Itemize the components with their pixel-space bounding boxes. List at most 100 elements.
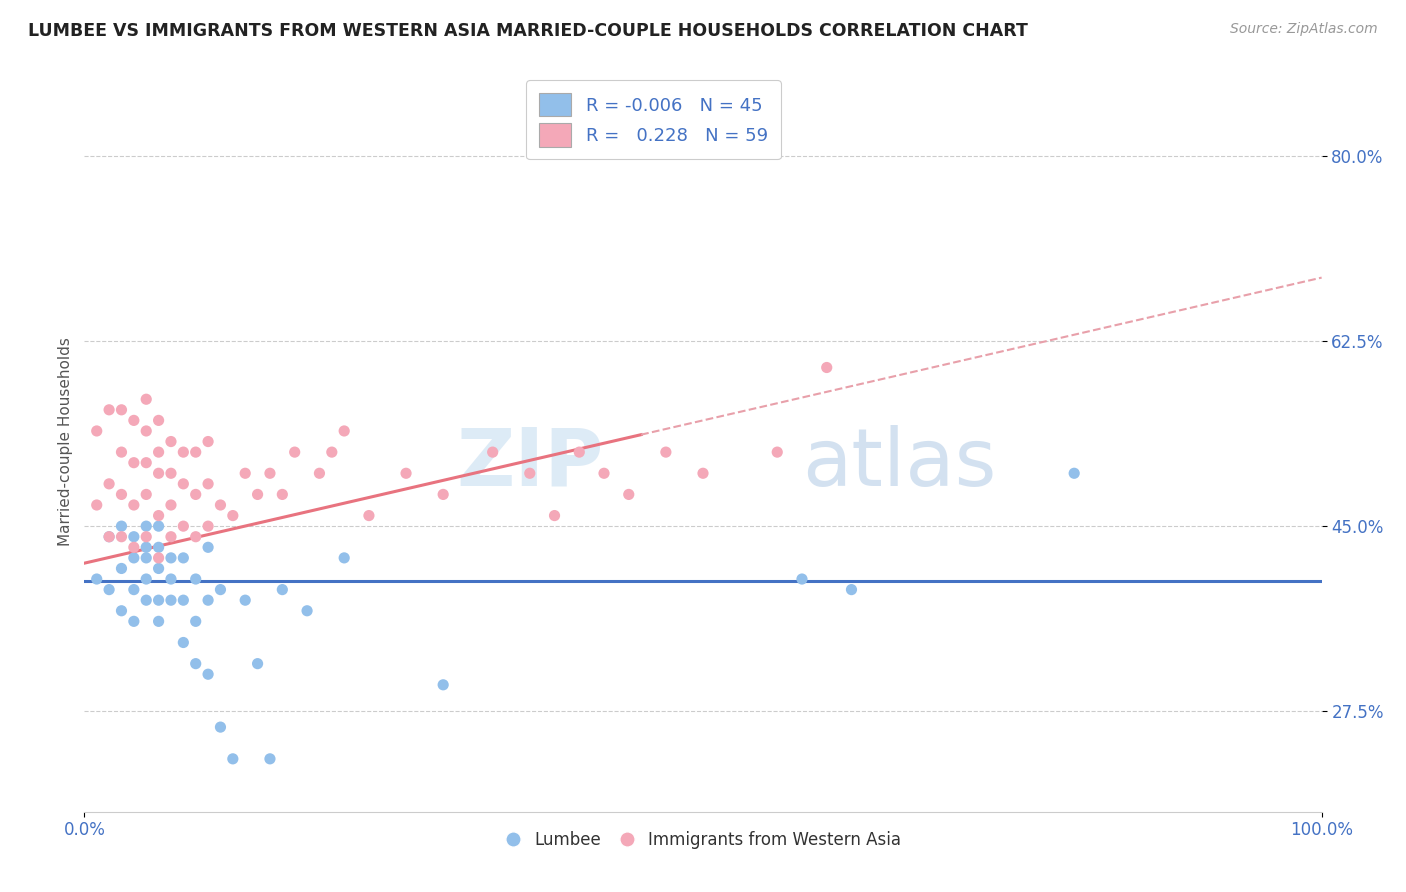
- Point: [122, 498, 145, 512]
- Point: [172, 593, 194, 607]
- Point: [543, 508, 565, 523]
- Point: [481, 445, 503, 459]
- Point: [148, 593, 170, 607]
- Point: [135, 541, 157, 555]
- Point: [148, 615, 170, 629]
- Point: [432, 678, 454, 692]
- Point: [98, 476, 121, 491]
- Point: [86, 424, 108, 438]
- Text: Source: ZipAtlas.com: Source: ZipAtlas.com: [1230, 22, 1378, 37]
- Point: [148, 550, 170, 565]
- Point: [197, 434, 219, 449]
- Point: [519, 467, 541, 481]
- Point: [246, 487, 269, 501]
- Point: [172, 445, 194, 459]
- Point: [110, 530, 132, 544]
- Point: [357, 508, 380, 523]
- Point: [184, 530, 207, 544]
- Point: [135, 572, 157, 586]
- Point: [160, 467, 183, 481]
- Point: [110, 561, 132, 575]
- Point: [333, 550, 356, 565]
- Point: [98, 582, 121, 597]
- Point: [197, 593, 219, 607]
- Point: [222, 752, 245, 766]
- Point: [110, 604, 132, 618]
- Point: [122, 615, 145, 629]
- Point: [172, 635, 194, 649]
- Point: [86, 498, 108, 512]
- Point: [135, 456, 157, 470]
- Point: [148, 508, 170, 523]
- Point: [86, 572, 108, 586]
- Point: [259, 752, 281, 766]
- Point: [395, 467, 418, 481]
- Point: [593, 467, 616, 481]
- Point: [160, 498, 183, 512]
- Point: [122, 550, 145, 565]
- Point: [184, 487, 207, 501]
- Point: [284, 445, 307, 459]
- Point: [148, 541, 170, 555]
- Point: [815, 360, 838, 375]
- Point: [135, 424, 157, 438]
- Point: [321, 445, 343, 459]
- Point: [271, 487, 294, 501]
- Point: [122, 582, 145, 597]
- Point: [197, 476, 219, 491]
- Point: [209, 498, 232, 512]
- Text: LUMBEE VS IMMIGRANTS FROM WESTERN ASIA MARRIED-COUPLE HOUSEHOLDS CORRELATION CHA: LUMBEE VS IMMIGRANTS FROM WESTERN ASIA M…: [28, 22, 1028, 40]
- Point: [135, 530, 157, 544]
- Point: [1063, 467, 1085, 481]
- Point: [148, 519, 170, 533]
- Text: ZIP: ZIP: [457, 425, 605, 503]
- Point: [148, 561, 170, 575]
- Point: [172, 519, 194, 533]
- Point: [98, 530, 121, 544]
- Point: [135, 487, 157, 501]
- Point: [655, 445, 678, 459]
- Point: [110, 402, 132, 417]
- Point: [98, 530, 121, 544]
- Y-axis label: Married-couple Households: Married-couple Households: [58, 337, 73, 546]
- Point: [184, 615, 207, 629]
- Point: [568, 445, 591, 459]
- Point: [184, 657, 207, 671]
- Point: [692, 467, 714, 481]
- Point: [110, 487, 132, 501]
- Point: [160, 530, 183, 544]
- Point: [197, 519, 219, 533]
- Point: [122, 530, 145, 544]
- Point: [308, 467, 330, 481]
- Point: [160, 572, 183, 586]
- Point: [122, 413, 145, 427]
- Point: [122, 456, 145, 470]
- Point: [122, 541, 145, 555]
- Legend: Lumbee, Immigrants from Western Asia: Lumbee, Immigrants from Western Asia: [498, 824, 908, 855]
- Point: [148, 413, 170, 427]
- Point: [432, 487, 454, 501]
- Point: [135, 593, 157, 607]
- Point: [160, 434, 183, 449]
- Point: [233, 593, 256, 607]
- Point: [98, 402, 121, 417]
- Point: [135, 519, 157, 533]
- Point: [246, 657, 269, 671]
- Point: [209, 582, 232, 597]
- Point: [148, 445, 170, 459]
- Point: [184, 572, 207, 586]
- Point: [197, 667, 219, 681]
- Point: [110, 445, 132, 459]
- Point: [841, 582, 863, 597]
- Point: [110, 519, 132, 533]
- Point: [135, 550, 157, 565]
- Point: [295, 604, 318, 618]
- Point: [271, 582, 294, 597]
- Point: [766, 445, 789, 459]
- Point: [790, 572, 813, 586]
- Point: [160, 550, 183, 565]
- Point: [333, 424, 356, 438]
- Text: atlas: atlas: [801, 425, 997, 503]
- Point: [209, 720, 232, 734]
- Point: [135, 392, 157, 407]
